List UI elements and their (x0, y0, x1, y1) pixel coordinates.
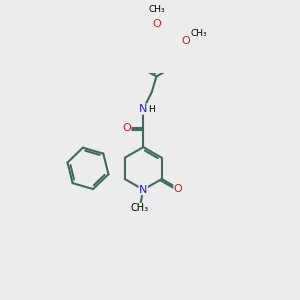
Text: N: N (139, 104, 148, 114)
Text: O: O (152, 19, 161, 29)
Text: N: N (139, 185, 148, 195)
Text: CH₃: CH₃ (130, 203, 148, 213)
Text: CH₃: CH₃ (190, 29, 207, 38)
Text: O: O (122, 123, 131, 133)
Text: O: O (174, 184, 183, 194)
Text: CH₃: CH₃ (148, 5, 165, 14)
Text: O: O (182, 36, 190, 46)
Text: H: H (148, 104, 154, 113)
